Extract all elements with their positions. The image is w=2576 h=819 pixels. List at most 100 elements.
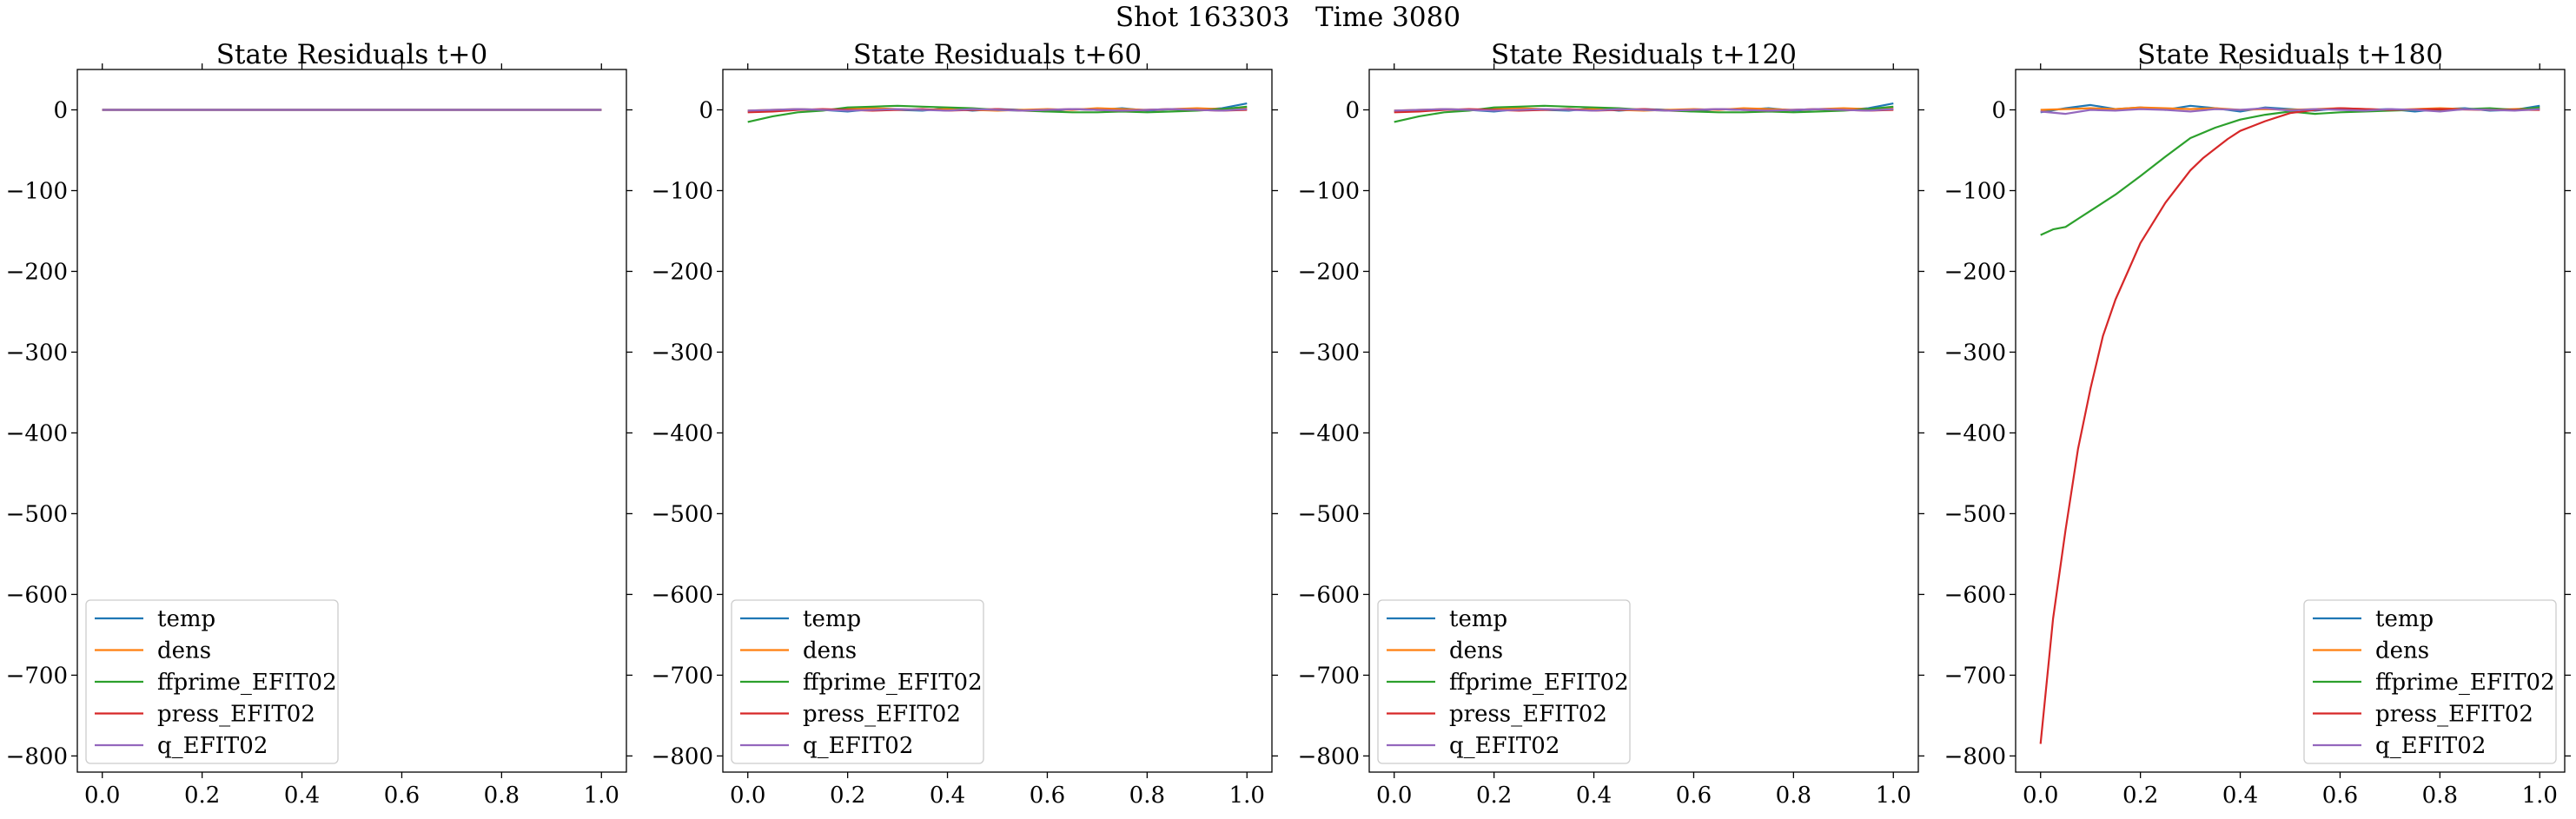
legend-label: q_EFIT02 (1449, 733, 1560, 759)
legend-label: temp (803, 606, 861, 632)
y-tick-label: −600 (1944, 582, 2006, 608)
y-tick-label: −300 (652, 340, 713, 366)
y-tick-label: 0 (699, 97, 713, 123)
legend-label: q_EFIT02 (803, 733, 913, 759)
legend-label: dens (2375, 638, 2429, 664)
y-tick-label: 0 (1345, 97, 1360, 123)
x-tick-label: 0.0 (730, 783, 765, 809)
x-tick-label: 0.6 (2322, 783, 2358, 809)
legend-label: ffprime_EFIT02 (803, 670, 983, 696)
series-line-q-efit02 (747, 108, 1248, 112)
series-line-q-efit02 (2040, 107, 2540, 116)
axes-frame (722, 69, 1273, 773)
series-group (747, 102, 1248, 123)
y-tick-label: −600 (1298, 582, 1360, 608)
y-tick-label: −100 (6, 178, 68, 204)
legend-label: temp (2375, 606, 2434, 632)
legend-label: ffprime_EFIT02 (157, 670, 337, 696)
legend-label: press_EFIT02 (157, 702, 315, 728)
y-tick-label: −500 (1298, 501, 1360, 527)
legend-label: ffprime_EFIT02 (1449, 670, 1629, 696)
legend-label: press_EFIT02 (803, 702, 961, 728)
subplot-title: State Residuals t+60 (853, 39, 1142, 70)
x-tick-label: 0.4 (284, 783, 320, 809)
legend-box (85, 599, 339, 764)
x-tick-label: 0.6 (384, 783, 420, 809)
y-tick-label: −700 (1944, 663, 2006, 689)
subplot-3: State Residuals t+120 0.0 0.2 0.4 0.6 0.8 1.0 0… (1298, 39, 1924, 809)
x-tick-label: 0.8 (2422, 783, 2458, 809)
legend-label: temp (1449, 606, 1507, 632)
legend-label: dens (1449, 638, 1503, 664)
y-tick-label: −800 (6, 743, 68, 769)
x-tick-label: 1.0 (1229, 783, 1265, 809)
x-tick-label: 0.0 (1376, 783, 1412, 809)
legend-box (731, 599, 984, 764)
y-tick-label: −700 (652, 663, 713, 689)
legend-label: q_EFIT02 (2375, 733, 2486, 759)
x-tick-label: 0.2 (184, 783, 220, 809)
x-tick-label: 0.2 (830, 783, 865, 809)
x-tick-label: 0.2 (1476, 783, 1512, 809)
y-tick-label: −500 (652, 501, 713, 527)
legend-box (2303, 599, 2557, 764)
x-tick-label: 1.0 (1876, 783, 1911, 809)
x-tick-label: 1.0 (2522, 783, 2558, 809)
y-tick-label: −200 (652, 259, 713, 285)
axes-frame (1368, 69, 1919, 773)
subplot-title: State Residuals t+0 (216, 39, 487, 70)
legend: temp dens ffprime_EFIT02 press_EFIT02 q_EFIT… (731, 599, 984, 764)
y-tick-label: −400 (1944, 420, 2006, 446)
series-group (2039, 103, 2540, 744)
figure-suptitle: Shot 163303 Time 3080 (1115, 2, 1461, 33)
series-line-press-efit02 (2039, 107, 2540, 744)
y-tick-label: −800 (1944, 743, 2006, 769)
x-tick-label: 0.0 (84, 783, 120, 809)
legend-label: dens (157, 638, 211, 664)
y-tick-label: −400 (1298, 420, 1360, 446)
y-tick-label: −200 (1944, 259, 2006, 285)
legend-label: press_EFIT02 (1449, 702, 1607, 728)
legend-label: temp (157, 606, 215, 632)
subplot-1: State Residuals t+0 0.0 0.2 0.4 0.6 0.8 1.0 0 −1… (6, 39, 632, 809)
y-tick-label: −300 (6, 340, 68, 366)
y-tick-label: 0 (1991, 97, 2006, 123)
series-line-q-efit02 (1394, 108, 1894, 112)
x-tick-label: 0.2 (2122, 783, 2158, 809)
x-tick-label: 0.0 (2023, 783, 2058, 809)
x-tick-label: 0.8 (1776, 783, 1811, 809)
legend: temp dens ffprime_EFIT02 press_EFIT02 q_EFIT… (1377, 599, 1631, 764)
axes-frame (76, 69, 627, 773)
legend-label: ffprime_EFIT02 (2375, 670, 2555, 696)
x-tick-label: 0.4 (2222, 783, 2258, 809)
x-tick-label: 0.6 (1676, 783, 1712, 809)
y-tick-label: −300 (1944, 340, 2006, 366)
subplot-2: State Residuals t+60 0.0 0.2 0.4 0.6 0.8 1.0 0 −… (652, 39, 1278, 809)
subplot-4: State Residuals t+180 0.0 0.2 0.4 0.6 0.8 1.0 0… (1944, 39, 2571, 809)
y-tick-label: −400 (652, 420, 713, 446)
x-tick-label: 0.8 (484, 783, 520, 809)
axes-frame (2015, 69, 2566, 773)
y-tick-label: −800 (652, 743, 713, 769)
y-tick-label: 0 (53, 97, 68, 123)
y-tick-label: −600 (6, 582, 68, 608)
y-tick-label: −700 (1298, 663, 1360, 689)
subplot-title: State Residuals t+180 (2137, 39, 2443, 70)
y-tick-label: −500 (1944, 501, 2006, 527)
x-tick-label: 0.4 (930, 783, 965, 809)
legend: temp dens ffprime_EFIT02 press_EFIT02 q_EFIT… (2303, 599, 2557, 764)
y-tick-label: −100 (652, 178, 713, 204)
x-tick-label: 0.6 (1030, 783, 1065, 809)
y-tick-label: −700 (6, 663, 68, 689)
y-tick-label: −100 (1298, 178, 1360, 204)
series-line-ffprime-efit02 (2040, 106, 2540, 236)
y-tick-label: −300 (1298, 340, 1360, 366)
y-tick-label: −600 (652, 582, 713, 608)
y-tick-label: −100 (1944, 178, 2006, 204)
x-tick-label: 0.8 (1129, 783, 1165, 809)
legend-label: q_EFIT02 (157, 733, 268, 759)
x-tick-label: 0.4 (1576, 783, 1612, 809)
legend-box (1377, 599, 1631, 764)
subplot-title: State Residuals t+120 (1491, 39, 1797, 70)
